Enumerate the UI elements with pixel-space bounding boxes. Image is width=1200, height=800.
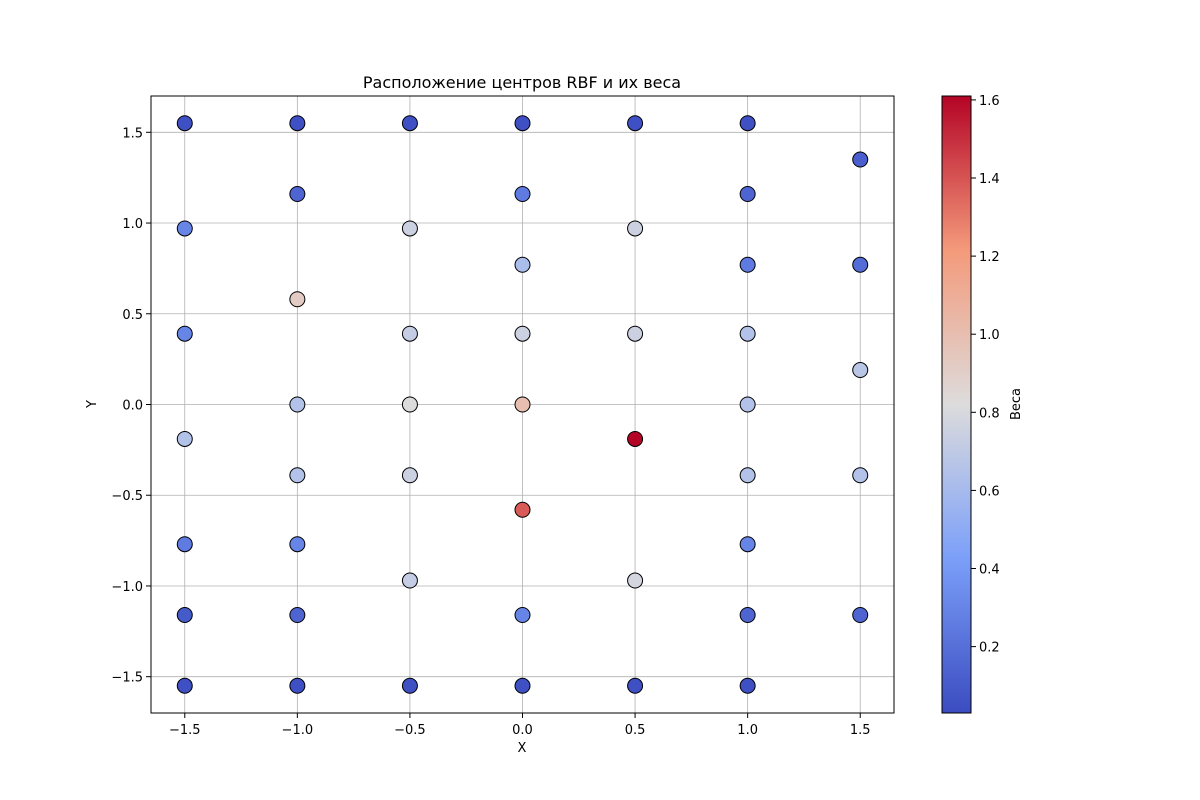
- colorbar-tick-label: 0.6: [979, 484, 1000, 499]
- colorbar-label: Веса: [1009, 388, 1024, 420]
- colorbar-tick-label: 0.8: [979, 406, 1000, 421]
- data-point: [176, 325, 193, 342]
- x-tick-label: −0.5: [394, 723, 426, 738]
- y-tick-label: 0.5: [122, 308, 143, 323]
- colorbar: 0.2 0.4 0.6 0.8 1.0 1.2 1.4 1.6 Веса: [941, 94, 1024, 714]
- data-point: [739, 607, 756, 624]
- colorbar-tick-label: 1.4: [979, 172, 1000, 187]
- data-point: [852, 467, 869, 484]
- data-point: [514, 185, 531, 202]
- data-point: [289, 467, 306, 484]
- colorbar-gradient: [941, 95, 972, 714]
- data-point: [627, 677, 644, 694]
- x-tick-label: 0.0: [512, 723, 533, 738]
- data-point: [627, 115, 644, 132]
- colorbar-ticks: 0.2 0.4 0.6 0.8 1.0 1.2 1.4 1.6: [971, 94, 1000, 656]
- data-point: [627, 430, 644, 447]
- data-point: [176, 677, 193, 694]
- data-point: [852, 607, 869, 624]
- data-point: [176, 430, 193, 447]
- data-point: [739, 256, 756, 273]
- data-point: [401, 220, 418, 237]
- x-tick-label: 1.0: [737, 723, 758, 738]
- y-tick-label: 1.0: [122, 217, 143, 232]
- colorbar-tick-label: 1.6: [979, 94, 1000, 109]
- data-point: [176, 115, 193, 132]
- chart-title: Расположение центров RBF и их веса: [363, 73, 681, 92]
- data-point: [514, 396, 531, 413]
- y-tick-label: 0.0: [122, 399, 143, 414]
- data-point: [739, 467, 756, 484]
- data-point: [289, 536, 306, 553]
- data-point: [401, 396, 418, 413]
- colorbar-tick-label: 1.0: [979, 328, 1000, 343]
- y-tick-label: −1.5: [111, 671, 143, 686]
- data-point: [514, 115, 531, 132]
- x-axis-label: X: [518, 741, 527, 756]
- data-point: [852, 256, 869, 273]
- y-axis-ticks: −1.5 −1.0 −0.5 0.0 0.5 1.0 1.5: [111, 126, 151, 686]
- x-tick-label: −1.5: [169, 723, 201, 738]
- data-point: [289, 607, 306, 624]
- colorbar-tick-label: 0.2: [979, 641, 1000, 656]
- data-point: [627, 572, 644, 589]
- data-point: [514, 607, 531, 624]
- colorbar-tick-label: 1.2: [979, 250, 1000, 265]
- data-point: [289, 291, 306, 308]
- x-tick-label: 1.5: [850, 723, 871, 738]
- data-point: [739, 115, 756, 132]
- data-point: [401, 572, 418, 589]
- y-tick-label: 1.5: [122, 126, 143, 141]
- data-point: [176, 220, 193, 237]
- colorbar-tick-label: 0.4: [979, 563, 1000, 578]
- data-point: [289, 185, 306, 202]
- x-axis-ticks: −1.5 −1.0 −0.5 0.0 0.5 1.0 1.5: [169, 713, 871, 738]
- x-tick-label: −1.0: [282, 723, 314, 738]
- data-point: [176, 536, 193, 553]
- data-point: [514, 256, 531, 273]
- data-point: [739, 325, 756, 342]
- data-point: [289, 396, 306, 413]
- data-point: [289, 677, 306, 694]
- data-point: [627, 220, 644, 237]
- data-point: [514, 501, 531, 518]
- data-point: [401, 325, 418, 342]
- y-tick-label: −1.0: [111, 580, 143, 595]
- data-point: [739, 536, 756, 553]
- data-point: [852, 362, 869, 379]
- data-point: [514, 677, 531, 694]
- data-point: [627, 325, 644, 342]
- data-point: [739, 185, 756, 202]
- data-point: [739, 677, 756, 694]
- data-point: [514, 325, 531, 342]
- data-point: [739, 396, 756, 413]
- data-points: [176, 115, 869, 694]
- data-point: [401, 115, 418, 132]
- data-point: [401, 467, 418, 484]
- data-point: [289, 115, 306, 132]
- y-tick-label: −0.5: [111, 489, 143, 504]
- data-point: [401, 677, 418, 694]
- data-point: [852, 151, 869, 168]
- x-tick-label: 0.5: [625, 723, 646, 738]
- y-axis-label: Y: [85, 400, 100, 409]
- data-point: [176, 607, 193, 624]
